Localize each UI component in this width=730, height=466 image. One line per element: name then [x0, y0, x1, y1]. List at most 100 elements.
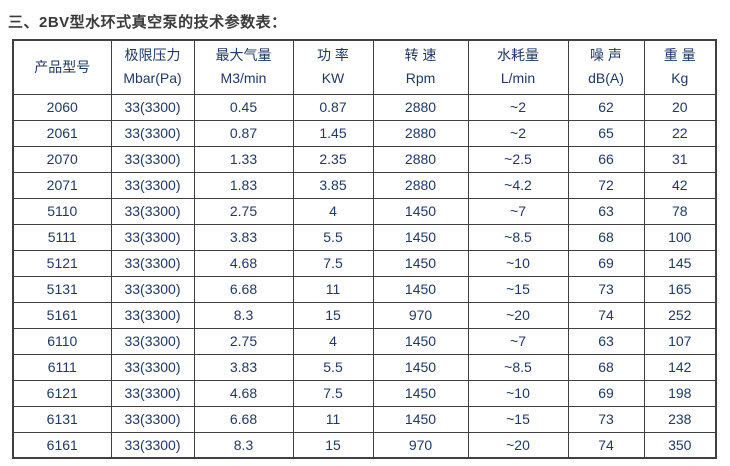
- header-model-name: 产品型号: [34, 58, 91, 75]
- table-cell: 970: [372, 301, 469, 329]
- table-cell: 5131: [12, 275, 112, 303]
- table-cell: ~2.5: [467, 145, 569, 173]
- table-cell: 5.5: [292, 223, 374, 251]
- table-cell: 11: [292, 275, 374, 303]
- table-cell: 1.83: [193, 171, 294, 199]
- table-cell: 0.87: [292, 93, 374, 121]
- table-cell: 7.5: [292, 379, 374, 407]
- table-cell: ~7: [467, 327, 569, 355]
- table-cell: 4: [292, 197, 374, 225]
- table-cell: ~10: [467, 249, 569, 277]
- table-cell: 68: [567, 223, 645, 251]
- table-cell: 20: [643, 93, 717, 121]
- table-cell: 68: [567, 353, 645, 381]
- table-cell: 33(3300): [110, 249, 195, 277]
- table-body: 2060 33(3300) 0.45 0.87 2880 ~2 62 20 2061 33(330…: [12, 93, 717, 459]
- header-max-air-volume: 最大气量 M3/min: [193, 39, 294, 95]
- table-cell: 2880: [372, 145, 469, 173]
- table-cell: ~8.5: [467, 223, 569, 251]
- table-cell: 78: [643, 197, 717, 225]
- table-cell: 3.85: [292, 171, 374, 199]
- table-header: 产品型号 极限压力 Mbar(Pa) 最大气量 M3/min 功 率 KW 转 …: [12, 39, 717, 95]
- table-cell: 5121: [12, 249, 112, 277]
- header-speed: 转 速 Rpm: [372, 39, 469, 95]
- table-cell: 63: [567, 197, 645, 225]
- table-cell: 33(3300): [110, 405, 195, 433]
- header-speed-name: 转 速: [404, 47, 437, 64]
- header-ultimate-pressure-name: 极限压力: [124, 47, 181, 64]
- table-row: 6121 33(3300) 4.68 7.5 1450 ~10 69 198: [12, 379, 717, 407]
- table-cell: 252: [643, 301, 717, 329]
- table-cell: 6.68: [193, 275, 294, 303]
- table-cell: 1450: [372, 353, 469, 381]
- table-cell: ~10: [467, 379, 569, 407]
- table-row: 5131 33(3300) 6.68 11 1450 ~15 73 165: [12, 275, 717, 303]
- header-power-unit: KW: [321, 70, 345, 87]
- table-cell: 4.68: [193, 379, 294, 407]
- table-cell: 33(3300): [110, 431, 195, 459]
- header-max-air-volume-name: 最大气量: [215, 47, 272, 64]
- table-cell: 6.68: [193, 405, 294, 433]
- header-ultimate-pressure-unit: Mbar(Pa): [123, 70, 182, 87]
- table-cell: 1450: [372, 223, 469, 251]
- table-cell: 5.5: [292, 353, 374, 381]
- table-cell: 3.83: [193, 353, 294, 381]
- table-row: 2071 33(3300) 1.83 3.85 2880 ~4.2 72 42: [12, 171, 717, 199]
- table-cell: 7.5: [292, 249, 374, 277]
- table-cell: 1450: [372, 249, 469, 277]
- table-cell: 2880: [372, 119, 469, 147]
- table-cell: 2.35: [292, 145, 374, 173]
- table-cell: 1450: [372, 405, 469, 433]
- table-cell: 2.75: [193, 327, 294, 355]
- table-cell: 0.45: [193, 93, 294, 121]
- table-cell: 33(3300): [110, 119, 195, 147]
- header-weight-name: 重 量: [663, 47, 696, 64]
- table-cell: 33(3300): [110, 379, 195, 407]
- header-noise-name: 噪 声: [590, 47, 622, 64]
- table-cell: 198: [643, 379, 717, 407]
- table-cell: 42: [643, 171, 717, 199]
- table-row: 6110 33(3300) 2.75 4 1450 ~7 63 107: [12, 327, 717, 355]
- table-cell: ~4.2: [467, 171, 569, 199]
- table-cell: 5111: [12, 223, 112, 251]
- table-cell: 33(3300): [110, 93, 195, 121]
- header-power: 功 率 KW: [292, 39, 374, 95]
- table-cell: 4: [292, 327, 374, 355]
- table-cell: 2061: [12, 119, 112, 147]
- table-row: 6131 33(3300) 6.68 11 1450 ~15 73 238: [12, 405, 717, 433]
- table-row: 2060 33(3300) 0.45 0.87 2880 ~2 62 20: [12, 93, 717, 121]
- table-cell: 66: [567, 145, 645, 173]
- table-cell: 15: [292, 301, 374, 329]
- table-cell: 63: [567, 327, 645, 355]
- table-cell: ~2: [467, 93, 569, 121]
- header-noise: 噪 声 dB(A): [567, 39, 645, 95]
- table-header-row: 产品型号 极限压力 Mbar(Pa) 最大气量 M3/min 功 率 KW 转 …: [12, 39, 717, 95]
- table-cell: 33(3300): [110, 223, 195, 251]
- table-cell: 145: [643, 249, 717, 277]
- table-cell: 1.45: [292, 119, 374, 147]
- table-cell: 100: [643, 223, 717, 251]
- table-cell: 33(3300): [110, 171, 195, 199]
- table-row: 2061 33(3300) 0.87 1.45 2880 ~2 65 22: [12, 119, 717, 147]
- table-cell: 2060: [12, 93, 112, 121]
- table-cell: 8.3: [193, 431, 294, 459]
- table-cell: 11: [292, 405, 374, 433]
- table-cell: 1450: [372, 275, 469, 303]
- table-cell: 2070: [12, 145, 112, 173]
- header-water-consumption-name: 水耗量: [497, 47, 539, 64]
- table-cell: 1450: [372, 197, 469, 225]
- table-cell: 33(3300): [110, 301, 195, 329]
- table-cell: 8.3: [193, 301, 294, 329]
- table-cell: ~7: [467, 197, 569, 225]
- table-cell: ~20: [467, 301, 569, 329]
- table-cell: ~15: [467, 275, 569, 303]
- table-cell: 62: [567, 93, 645, 121]
- table-cell: 1.33: [193, 145, 294, 173]
- table-cell: 33(3300): [110, 197, 195, 225]
- header-model: 产品型号: [12, 39, 112, 95]
- table-cell: 5110: [12, 197, 112, 225]
- table-cell: 3.83: [193, 223, 294, 251]
- table-cell: ~2: [467, 119, 569, 147]
- table-cell: 33(3300): [110, 327, 195, 355]
